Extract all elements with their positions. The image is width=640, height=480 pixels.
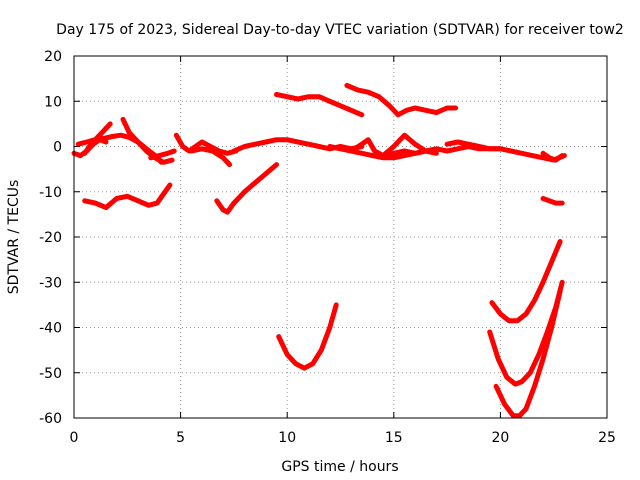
x-tick-label: 5: [176, 430, 185, 446]
series-arc-16: [274, 92, 365, 118]
x-tick-label: 25: [598, 430, 616, 446]
y-tick-label: -50: [39, 366, 62, 382]
series-arc-19: [276, 302, 339, 371]
y-tick-label: 10: [44, 94, 62, 110]
series-arc-03: [82, 121, 113, 156]
x-tick-label: 10: [278, 430, 296, 446]
x-tick-label: 20: [491, 430, 509, 446]
series-arc-17: [344, 82, 459, 118]
series-arc-13: [540, 150, 565, 163]
series-arc-04: [120, 116, 175, 165]
x-tick-label: 0: [70, 430, 79, 446]
series-arc-15: [214, 162, 279, 215]
y-tick-label: 0: [53, 140, 62, 156]
y-tick-label: -20: [39, 230, 62, 246]
series-arc-06: [173, 132, 239, 156]
x-tick-label: 15: [385, 430, 403, 446]
x-axis-label: GPS time / hours: [281, 459, 398, 475]
series-arc-18: [540, 196, 565, 206]
series-arc-10: [348, 132, 439, 159]
grid: [74, 56, 607, 418]
y-tick-label: -10: [39, 185, 62, 201]
series-arc-20: [489, 239, 563, 324]
y-tick-label: -60: [39, 411, 62, 427]
y-tick-label: -30: [39, 275, 62, 291]
data-series: [71, 82, 567, 419]
series-arc-14: [82, 182, 173, 211]
chart-title: Day 175 of 2023, Sidereal Day-to-day VTE…: [56, 22, 624, 38]
axis-ticks: 0 5 10 15 20 25 -60 -50 -40 -30 -20 -10 0 10 20: [39, 49, 616, 446]
series-arc-07: [188, 146, 233, 168]
series-arc-12: [444, 139, 567, 163]
series-arc-22: [493, 288, 563, 419]
y-axis-label: SDTVAR / TECUs: [6, 180, 22, 295]
y-tick-label: 20: [44, 49, 62, 65]
plot-frame: [73, 55, 608, 419]
y-tick-label: -40: [39, 321, 62, 337]
series-arc-05: [148, 148, 177, 161]
